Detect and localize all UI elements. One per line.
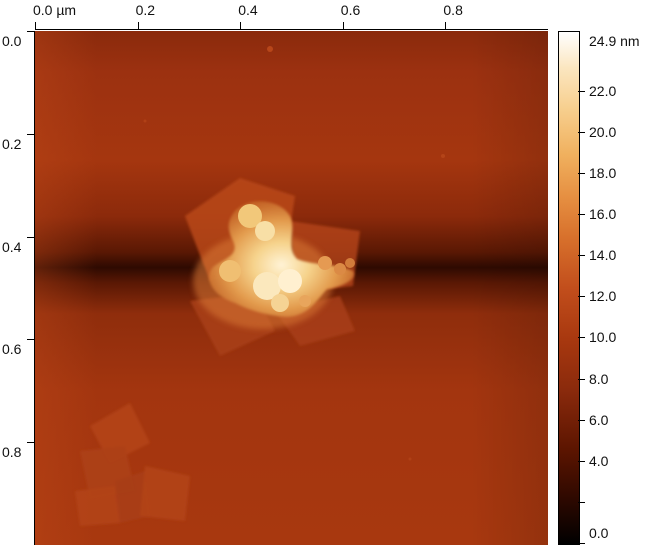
x-tick-label: 0.6 <box>340 2 361 18</box>
colorbar-tick-label: 8.0 <box>589 370 609 387</box>
y-tick <box>27 442 35 444</box>
x-tick-label: 0.2 <box>135 2 156 18</box>
x-axis-line <box>35 29 548 30</box>
colorbar-tick <box>578 378 585 380</box>
y-tick-label: 0.0 <box>2 33 22 49</box>
y-tick-label: 0.2 <box>2 135 22 152</box>
y-axis: 0.0 0.2 0.4 0.6 0.8 <box>0 31 35 545</box>
afm-topography-image <box>35 31 548 545</box>
colorbar-tick-label: 0.0 <box>589 525 609 541</box>
colorbar-tick-label: 12.0 <box>589 288 617 305</box>
y-axis-line <box>34 31 35 545</box>
height-colorbar <box>558 31 580 545</box>
y-tick <box>27 31 35 32</box>
colorbar-tick <box>578 255 585 257</box>
x-tick-label: 0.0 µm <box>33 2 77 18</box>
colorbar-tick-label: 20.0 <box>589 123 617 140</box>
colorbar-tick <box>578 543 585 544</box>
colorbar-tick <box>578 460 585 462</box>
colorbar-tick-label: 14.0 <box>589 247 617 264</box>
y-tick-label: 0.8 <box>2 444 22 461</box>
x-tick <box>342 22 344 30</box>
colorbar-tick-label: 16.0 <box>589 206 617 222</box>
surface-specks <box>143 46 445 461</box>
colorbar-tick-label: 4.0 <box>589 452 609 469</box>
x-tick-label: 0.4 <box>238 2 258 18</box>
x-axis: 0.0 µm 0.2 0.4 0.6 0.8 <box>33 0 548 30</box>
x-tick <box>240 22 242 30</box>
x-tick-label: 0.8 <box>443 2 463 18</box>
y-tick <box>27 133 35 135</box>
colorbar-tick <box>578 337 585 339</box>
x-tick <box>137 22 139 30</box>
colorbar-tick <box>578 214 585 215</box>
x-tick <box>445 22 447 30</box>
colorbar-tick <box>578 131 585 133</box>
y-tick <box>27 236 35 238</box>
x-tick <box>35 22 36 30</box>
colorbar-tick-label: 6.0 <box>589 411 609 428</box>
colorbar-tick-label: 10.0 <box>589 329 617 346</box>
colorbar-tick <box>578 296 585 298</box>
y-tick-label: 0.6 <box>2 341 22 358</box>
colorbar-tick-label: 18.0 <box>589 164 617 181</box>
colorbar-tick-label: 22.0 <box>589 82 617 99</box>
colorbar-tick <box>578 419 585 421</box>
particle-cluster <box>193 201 355 329</box>
colorbar-max-label: 24.9 nm <box>589 33 640 49</box>
colorbar-minor-tick <box>578 501 585 503</box>
y-tick-label: 0.4 <box>2 238 22 255</box>
colorbar-tick <box>578 172 585 174</box>
afm-topography-svg <box>35 31 548 545</box>
platelets-lower-left <box>75 403 190 526</box>
colorbar-tick <box>578 90 585 92</box>
y-tick <box>27 339 35 341</box>
